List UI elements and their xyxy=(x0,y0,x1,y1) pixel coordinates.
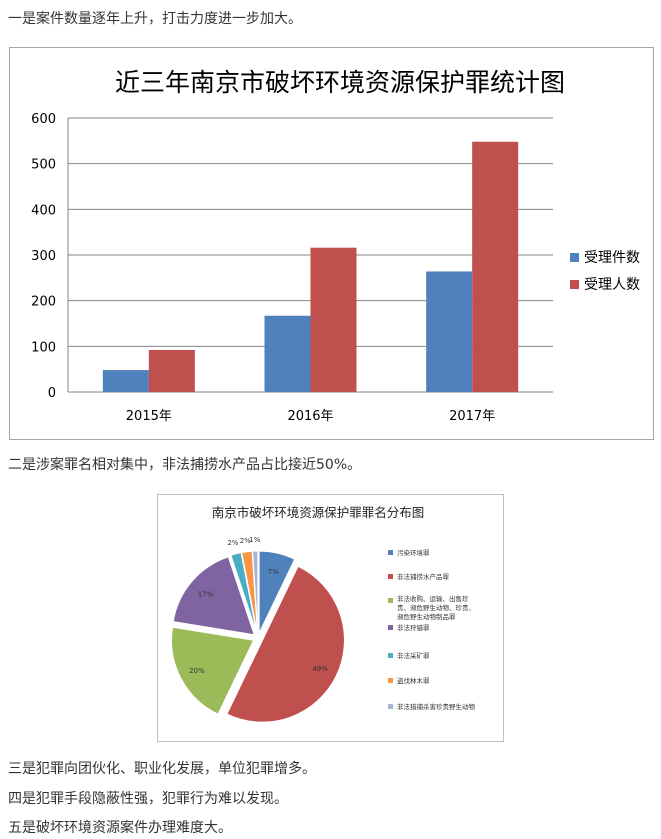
bar-chart-frame: 近三年南京市破坏环境资源保护罪统计图 0 100 200 300 400 500 600 2… xyxy=(9,47,654,440)
y-tick-label: 400 xyxy=(31,203,56,218)
pie-slice-label: 17% xyxy=(198,590,214,598)
pie-slice xyxy=(258,550,296,634)
pie-slice-label: 2% xyxy=(240,537,251,545)
y-tick-label: 0 xyxy=(48,386,56,401)
pie-slice-label: 1% xyxy=(249,536,260,544)
pie-chart: 南京市破坏环境资源保护罪罪名分布图 7%49%20%17%2% 2%1% 污染环境… xyxy=(171,505,476,723)
y-tick-label: 500 xyxy=(31,158,56,173)
bar-cases xyxy=(426,271,473,392)
y-tick-label: 200 xyxy=(31,295,56,310)
bar-cases xyxy=(264,315,311,392)
bar-cases xyxy=(102,370,149,392)
pie-legend-swatch xyxy=(388,625,393,630)
legend-label: 受理人数 xyxy=(584,277,640,293)
legend-label: 受理件数 xyxy=(584,250,640,266)
pie-slice xyxy=(172,556,255,636)
bar-persons xyxy=(310,247,357,392)
pie-slice xyxy=(226,565,345,723)
pie-legend-label: 非法收购、运输、出售珍贵、濒危野生动物、珍贵、濒危野生动物制品罪 xyxy=(397,594,475,621)
bar-persons xyxy=(472,141,519,392)
pie-slice xyxy=(252,550,259,634)
y-tick-label: 100 xyxy=(31,340,56,355)
pie-legend-label: 非法采矿罪 xyxy=(397,651,430,660)
pie-slice-label: 2% xyxy=(227,539,238,547)
pie-slice-label: 49% xyxy=(312,665,328,673)
pie-legend-label: 污染环境罪 xyxy=(397,548,430,557)
x-tick-label: 2015年 xyxy=(126,409,172,424)
bar-chart-title: 近三年南京市破坏环境资源保护罪统计图 xyxy=(115,68,565,97)
pie-chart-frame: 南京市破坏环境资源保护罪罪名分布图 7% 49% 20% 17% 2% 2% 1% 污染环境… xyxy=(157,494,504,742)
pie-legend-label: 非法捕捞水产品罪 xyxy=(397,572,450,581)
paragraph-1: 一是案件数量逐年上升，打击力度进一步加大。 xyxy=(8,11,302,27)
y-tick-label: 600 xyxy=(31,112,56,127)
pie-legend-swatch xyxy=(388,678,393,683)
x-tick-label: 2016年 xyxy=(287,409,333,424)
legend-swatch xyxy=(570,280,579,289)
legend-swatch xyxy=(570,253,579,262)
paragraph-2: 二是涉案罪名相对集中，非法捕捞水产品占比接近50%。 xyxy=(8,457,362,473)
pie-legend-swatch xyxy=(388,550,393,555)
pie-legend-swatch xyxy=(388,653,393,658)
paragraph-4: 四是犯罪手段隐蔽性强，犯罪行为难以发现。 xyxy=(8,791,288,807)
pie-legend-swatch xyxy=(388,704,393,709)
pie-chart-title: 南京市破坏环境资源保护罪罪名分布图 xyxy=(212,505,425,520)
y-tick-label: 300 xyxy=(31,249,56,264)
pie-slice xyxy=(171,626,255,715)
pie-slice-label: 20% xyxy=(189,667,205,675)
pie-slice-label: 7% xyxy=(268,568,279,576)
bar-persons xyxy=(148,349,195,392)
bar-chart: 近三年南京市破坏环境资源保护罪统计图 0 100 200 300 400 500 600 2… xyxy=(31,68,640,424)
pie-legend-swatch xyxy=(388,574,393,579)
pie-legend-label: 盗伐林木罪 xyxy=(397,676,430,685)
pie-legend-label: 非法狩猎罪 xyxy=(397,623,430,632)
pie-legend-label: 非法猎捕杀害珍贵野生动物 xyxy=(397,702,476,711)
paragraph-3: 三是犯罪向团伙化、职业化发展，单位犯罪增多。 xyxy=(8,761,316,777)
pie-legend-swatch xyxy=(388,598,393,603)
paragraph-5: 五是破坏环境资源案件办理难度大。 xyxy=(8,820,232,836)
pie-slice xyxy=(230,552,258,634)
x-tick-label: 2017年 xyxy=(449,409,495,424)
